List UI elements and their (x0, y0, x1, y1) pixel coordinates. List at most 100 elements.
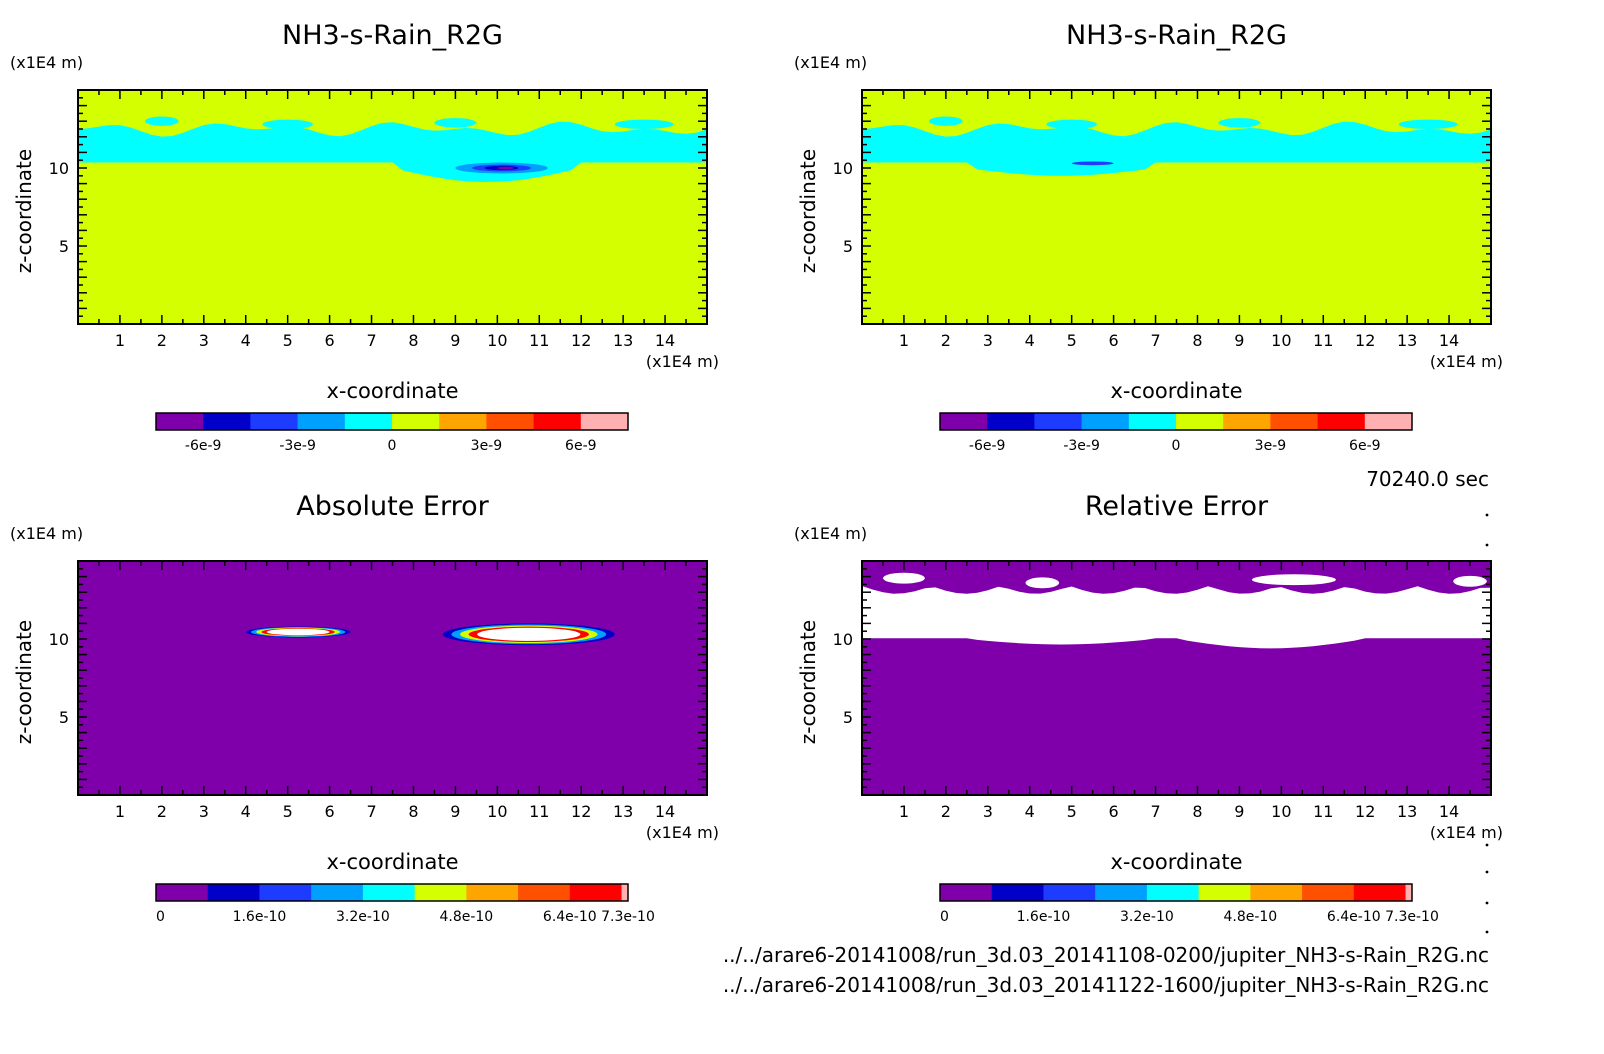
chart-panel-1: NH3-s-Rain_R2G(x1E4 m)1 2 3 4 5 6 7 8 9 10 11 12 13 1… (10, 20, 719, 454)
x-tick-label: 14 (1439, 331, 1459, 350)
x-tick-label: 1 (115, 802, 125, 821)
x-tick-label: 2 (941, 802, 951, 821)
x-tick-label: 4 (1025, 331, 1035, 350)
colorbar-label: -6e-9 (969, 438, 1006, 454)
colorbar-swatch (203, 413, 251, 430)
colorbar-label: 4.8e-10 (1223, 909, 1277, 925)
colorbar-swatch (991, 884, 1044, 901)
colorbar-swatch (311, 884, 364, 901)
colorbar-swatch (392, 413, 440, 430)
cloud-band (78, 121, 707, 182)
colorbar-swatch (1128, 413, 1177, 430)
x-tick-label: 9 (450, 331, 460, 350)
colorbar-swatch (1302, 884, 1355, 901)
x-tick-label: 8 (408, 331, 418, 350)
colorbar-swatch (1353, 884, 1407, 901)
file-path: ../../arare6-20141008/run_3d.03_20141108… (723, 943, 1489, 967)
x-tick-label: 1 (899, 331, 909, 350)
minimum-contour (1071, 161, 1114, 166)
heatmap-field (862, 90, 1491, 324)
x-tick-label: 2 (941, 331, 951, 350)
colorbar-frame (939, 883, 1413, 902)
colorbar-label: 7.3e-10 (601, 909, 655, 925)
x-tick-label: 7 (1150, 802, 1160, 821)
x-tick-label: 1 (899, 802, 909, 821)
chart-title: NH3-s-Rain_R2G (282, 20, 503, 51)
y-unit-label: (x1E4 m) (10, 524, 83, 543)
colorbar-swatch (580, 413, 629, 430)
y-axis-label: z-coordinate (12, 620, 36, 744)
x-tick-label: 4 (241, 802, 251, 821)
colorbar-label: 6.4e-10 (543, 909, 597, 925)
colorbar-swatch (1364, 413, 1413, 430)
x-tick-label: 11 (529, 802, 549, 821)
cloud-clump (1218, 118, 1261, 128)
colorbar-label: 7.3e-10 (1385, 909, 1439, 925)
colorbar-label: -3e-9 (279, 438, 316, 454)
colorbar-swatch (940, 413, 988, 430)
colorbar-swatch (1223, 413, 1271, 430)
x-tick-label: 9 (1234, 331, 1244, 350)
y-tick-label: 10 (833, 630, 853, 649)
colorbar: 0 1.6e-10 3.2e-10 4.8e-10 6.4e-10 7.3e-10 (939, 883, 1439, 925)
chart-title: Absolute Error (296, 491, 489, 522)
cloud-clump (929, 116, 963, 126)
colorbar-swatch (518, 884, 571, 901)
colorbar-swatch (156, 413, 204, 430)
edge-dot (1485, 513, 1489, 517)
x-tick-label: 4 (241, 331, 251, 350)
x-tick-label: 9 (1234, 802, 1244, 821)
x-tick-label: 8 (1192, 802, 1202, 821)
colorbar-swatch (1081, 413, 1130, 430)
colorbar-label: 3.2e-10 (1120, 909, 1174, 925)
x-axis-label: x-coordinate (326, 850, 458, 874)
colorbar-label: 0 (1172, 438, 1181, 454)
x-axis-label: x-coordinate (326, 379, 458, 403)
y-tick-label: 5 (843, 237, 853, 256)
x-tick-label: 12 (571, 331, 591, 350)
minimum-contour (497, 166, 515, 170)
y-tick-label: 10 (49, 630, 69, 649)
edge-dot (1485, 543, 1489, 547)
colorbar-swatch (1176, 413, 1224, 430)
file-path: ../../arare6-20141008/run_3d.03_20141122… (723, 973, 1489, 997)
colorbar-swatch (362, 884, 416, 901)
time-label: 70240.0 sec (1366, 467, 1489, 491)
x-unit-label: (x1E4 m) (646, 352, 719, 371)
colorbar-swatch (414, 884, 467, 901)
cloud-band (862, 121, 1491, 176)
edge-dot (1485, 870, 1489, 874)
error-contour (477, 627, 581, 641)
x-tick-label: 14 (1439, 802, 1459, 821)
colorbar-swatch (621, 884, 629, 901)
x-unit-label: (x1E4 m) (646, 823, 719, 842)
cloud-clump (1046, 119, 1097, 129)
relative-error-patch (1453, 575, 1487, 587)
edge-dot (1485, 843, 1489, 847)
colorbar-label: 6.4e-10 (1327, 909, 1381, 925)
colorbar-swatch (1034, 413, 1083, 430)
colorbar-label: 6e-9 (565, 438, 596, 454)
y-axis-label: z-coordinate (796, 149, 820, 273)
x-tick-label: 13 (1397, 331, 1417, 350)
x-tick-label: 3 (199, 331, 209, 350)
x-unit-label: (x1E4 m) (1430, 823, 1503, 842)
y-unit-label: (x1E4 m) (10, 53, 83, 72)
x-tick-label: 8 (408, 802, 418, 821)
colorbar-label: 0 (388, 438, 397, 454)
x-tick-label: 2 (157, 331, 167, 350)
colorbar-label: -6e-9 (185, 438, 222, 454)
x-tick-label: 14 (655, 802, 675, 821)
y-tick-label: 5 (59, 237, 69, 256)
x-tick-label: 6 (1109, 331, 1119, 350)
colorbar-label: 1.6e-10 (233, 909, 287, 925)
chart-title: NH3-s-Rain_R2G (1066, 20, 1287, 51)
colorbar-swatch (1250, 884, 1303, 901)
y-tick-label: 10 (49, 159, 69, 178)
colorbar-label: 1.6e-10 (1017, 909, 1071, 925)
x-tick-label: 11 (1313, 331, 1333, 350)
x-tick-label: 4 (1025, 802, 1035, 821)
x-tick-label: 12 (1355, 331, 1375, 350)
heatmap-field (78, 561, 707, 795)
x-tick-label: 10 (487, 802, 507, 821)
